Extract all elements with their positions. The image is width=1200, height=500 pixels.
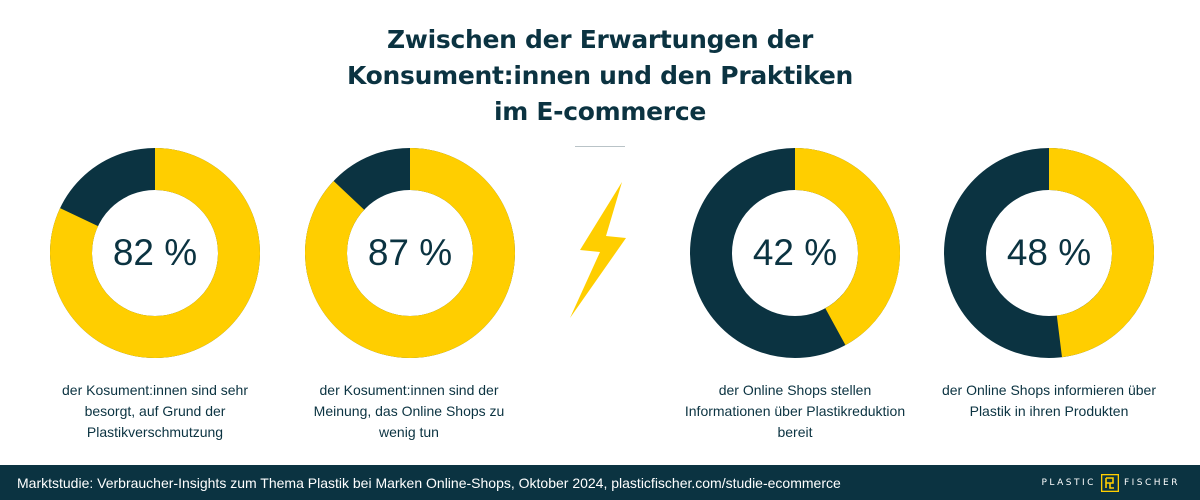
logo-mark-icon	[1100, 474, 1119, 492]
donut-chart-3: 42 %	[690, 148, 900, 358]
donut-arc-1	[50, 148, 260, 358]
footer-source-text: Marktstudie: Verbraucher-Insights zum Th…	[17, 475, 841, 491]
title-line-3: im E-commerce	[493, 97, 707, 126]
footer-bar: Marktstudie: Verbraucher-Insights zum Th…	[0, 465, 1200, 500]
title-line-1: Zwischen der Erwartungen der	[386, 25, 813, 54]
donut-arc-3	[690, 148, 900, 358]
donut-svg-4	[944, 148, 1154, 358]
donut-chart-4: 48 %	[944, 148, 1154, 358]
logo-mark-box	[1100, 474, 1119, 492]
donut-value-2: 87 %	[367, 232, 453, 273]
donut-value-1: 82 %	[112, 232, 198, 273]
title-divider	[575, 146, 625, 147]
donut-arc-4	[944, 148, 1154, 358]
donut-value-4: 48 %	[1006, 232, 1092, 273]
logo-text-left: PLASTIC	[1041, 478, 1096, 488]
lightning-bolt-icon	[570, 182, 626, 318]
lightning-bolt-shape	[570, 182, 626, 318]
donut-svg-3	[690, 148, 900, 358]
donut-caption-4: der Online Shops informieren über Plasti…	[941, 382, 1156, 419]
logo-mark-lines	[1105, 477, 1114, 489]
donut-arc-2	[305, 148, 515, 358]
donut-svg-1	[50, 148, 260, 358]
logo-text-right: FISCHER	[1123, 478, 1180, 488]
donut-chart-2: 87 %	[305, 148, 515, 358]
donut-caption-1: der Kosument:innen sind sehr besorgt, au…	[62, 382, 248, 440]
donut-caption-2: der Kosument:innen sind der Meinung, das…	[313, 382, 505, 440]
donut-value-3: 42 %	[752, 232, 838, 273]
donut-caption-3: der Online Shops stellen Informationen ü…	[684, 382, 906, 440]
donut-chart-1: 82 %	[50, 148, 260, 358]
title-line-2: Konsument:innen und den Praktiken	[347, 61, 853, 90]
donut-svg-2	[305, 148, 515, 358]
page-title: Zwischen der Erwartungen der Konsument:i…	[300, 22, 900, 130]
plastic-fischer-logo: PLASTIC FISCHER	[1041, 474, 1180, 492]
